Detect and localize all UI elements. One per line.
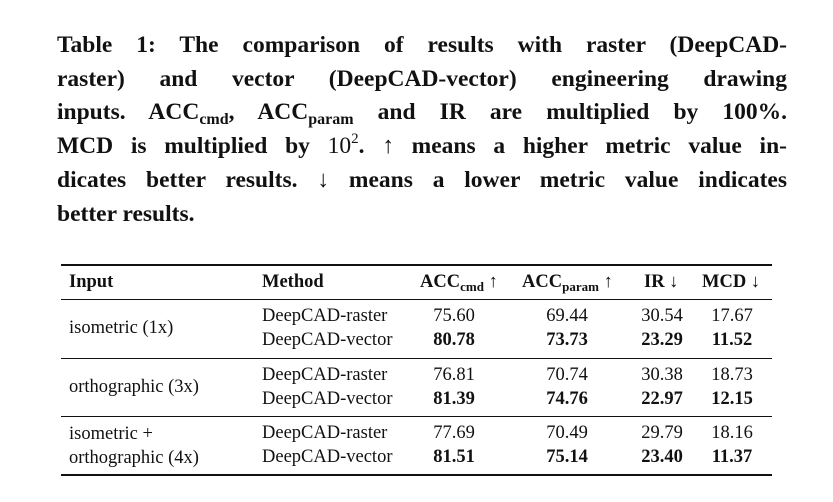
group-rule (61, 358, 772, 359)
method-cell: DeepCAD-vector (262, 447, 393, 467)
caption-text: inputs. ACC (57, 99, 200, 126)
mcd-cell: 17.67 (711, 306, 753, 326)
mcd-cell: 18.73 (711, 365, 753, 385)
acc-cmd-cell-best: 81.51 (433, 447, 475, 467)
top-rule (61, 264, 772, 266)
method-cell: DeepCAD-raster (262, 365, 388, 385)
acc-param-cell: 70.49 (546, 423, 588, 443)
group-input-label: isometric + (69, 424, 153, 444)
caption-line-5: dicates better results. ↓ means a lower … (57, 166, 787, 193)
acc-param-cell: 69.44 (546, 306, 588, 326)
group-rule (61, 416, 772, 417)
header-ir: IR ↓ (644, 272, 679, 292)
power-exponent: 2 (351, 131, 359, 148)
acc-param-subscript: param (308, 111, 354, 129)
power-base: 10 (327, 133, 352, 160)
caption-line-4: MCD is multiplied by 102. ↑ means a high… (57, 130, 787, 164)
acc-cmd-subscript: cmd (199, 111, 229, 129)
bottom-rule (61, 474, 772, 476)
caption-line-6: better results. (57, 200, 195, 227)
method-cell: DeepCAD-raster (262, 306, 388, 326)
acc-cmd-cell: 75.60 (433, 306, 475, 326)
ir-cell-best: 23.29 (641, 330, 683, 350)
caption-text: , ACC (228, 99, 309, 126)
method-cell: DeepCAD-vector (262, 330, 393, 350)
table-caption: Table 1: The comparison of results with … (57, 29, 787, 231)
ir-cell: 30.54 (641, 306, 683, 326)
ir-cell: 30.38 (641, 365, 683, 385)
header-acc-param-sub: param (562, 279, 599, 294)
mcd-cell-best: 11.52 (711, 330, 753, 350)
group-input-label: isometric (1x) (69, 318, 174, 338)
group-input-label: orthographic (3x) (69, 377, 199, 397)
up-arrow-icon: ↑ (483, 272, 498, 292)
caption-text: and IR are multiplied by 100%. (353, 99, 788, 126)
caption-line-1: Table 1: The comparison of results with … (57, 32, 787, 58)
mcd-cell: 18.16 (711, 423, 753, 443)
group-input-label: orthographic (4x) (69, 448, 199, 468)
acc-cmd-cell-best: 80.78 (433, 330, 475, 350)
acc-param-cell-best: 75.14 (546, 447, 588, 467)
header-input: Input (69, 272, 114, 292)
header-acc-param: ACCparam ↑ (522, 270, 613, 294)
caption-line-3: inputs. ACCcmd, ACCparam and IR are mult… (57, 96, 787, 130)
ir-cell: 29.79 (641, 423, 683, 443)
acc-param-cell: 70.74 (546, 365, 588, 385)
header-acc-param-text: ACC (522, 272, 563, 292)
header-mcd: MCD ↓ (702, 272, 761, 292)
acc-cmd-cell-best: 81.39 (433, 389, 475, 409)
caption-line-2: raster) and vector (DeepCAD-vector) engi… (57, 65, 787, 92)
method-cell: DeepCAD-vector (262, 389, 393, 409)
mcd-cell-best: 11.37 (711, 447, 753, 467)
ir-cell-best: 23.40 (641, 447, 683, 467)
caption-text: . ↑ means a higher metric value in- (358, 133, 787, 160)
method-cell: DeepCAD-raster (262, 423, 388, 443)
mcd-cell-best: 12.15 (711, 389, 753, 409)
header-method: Method (262, 272, 324, 292)
up-arrow-icon: ↑ (598, 272, 613, 292)
acc-cmd-cell: 77.69 (433, 423, 475, 443)
header-acc-cmd-sub: cmd (460, 279, 484, 294)
header-acc-cmd-text: ACC (420, 272, 461, 292)
acc-param-cell-best: 73.73 (546, 330, 588, 350)
acc-param-cell-best: 74.76 (546, 389, 588, 409)
caption-text: MCD is multiplied by (57, 133, 328, 160)
acc-cmd-cell: 76.81 (433, 365, 475, 385)
header-acc-cmd: ACCcmd ↑ (420, 270, 498, 294)
header-rule (61, 299, 772, 300)
ir-cell-best: 22.97 (641, 389, 683, 409)
